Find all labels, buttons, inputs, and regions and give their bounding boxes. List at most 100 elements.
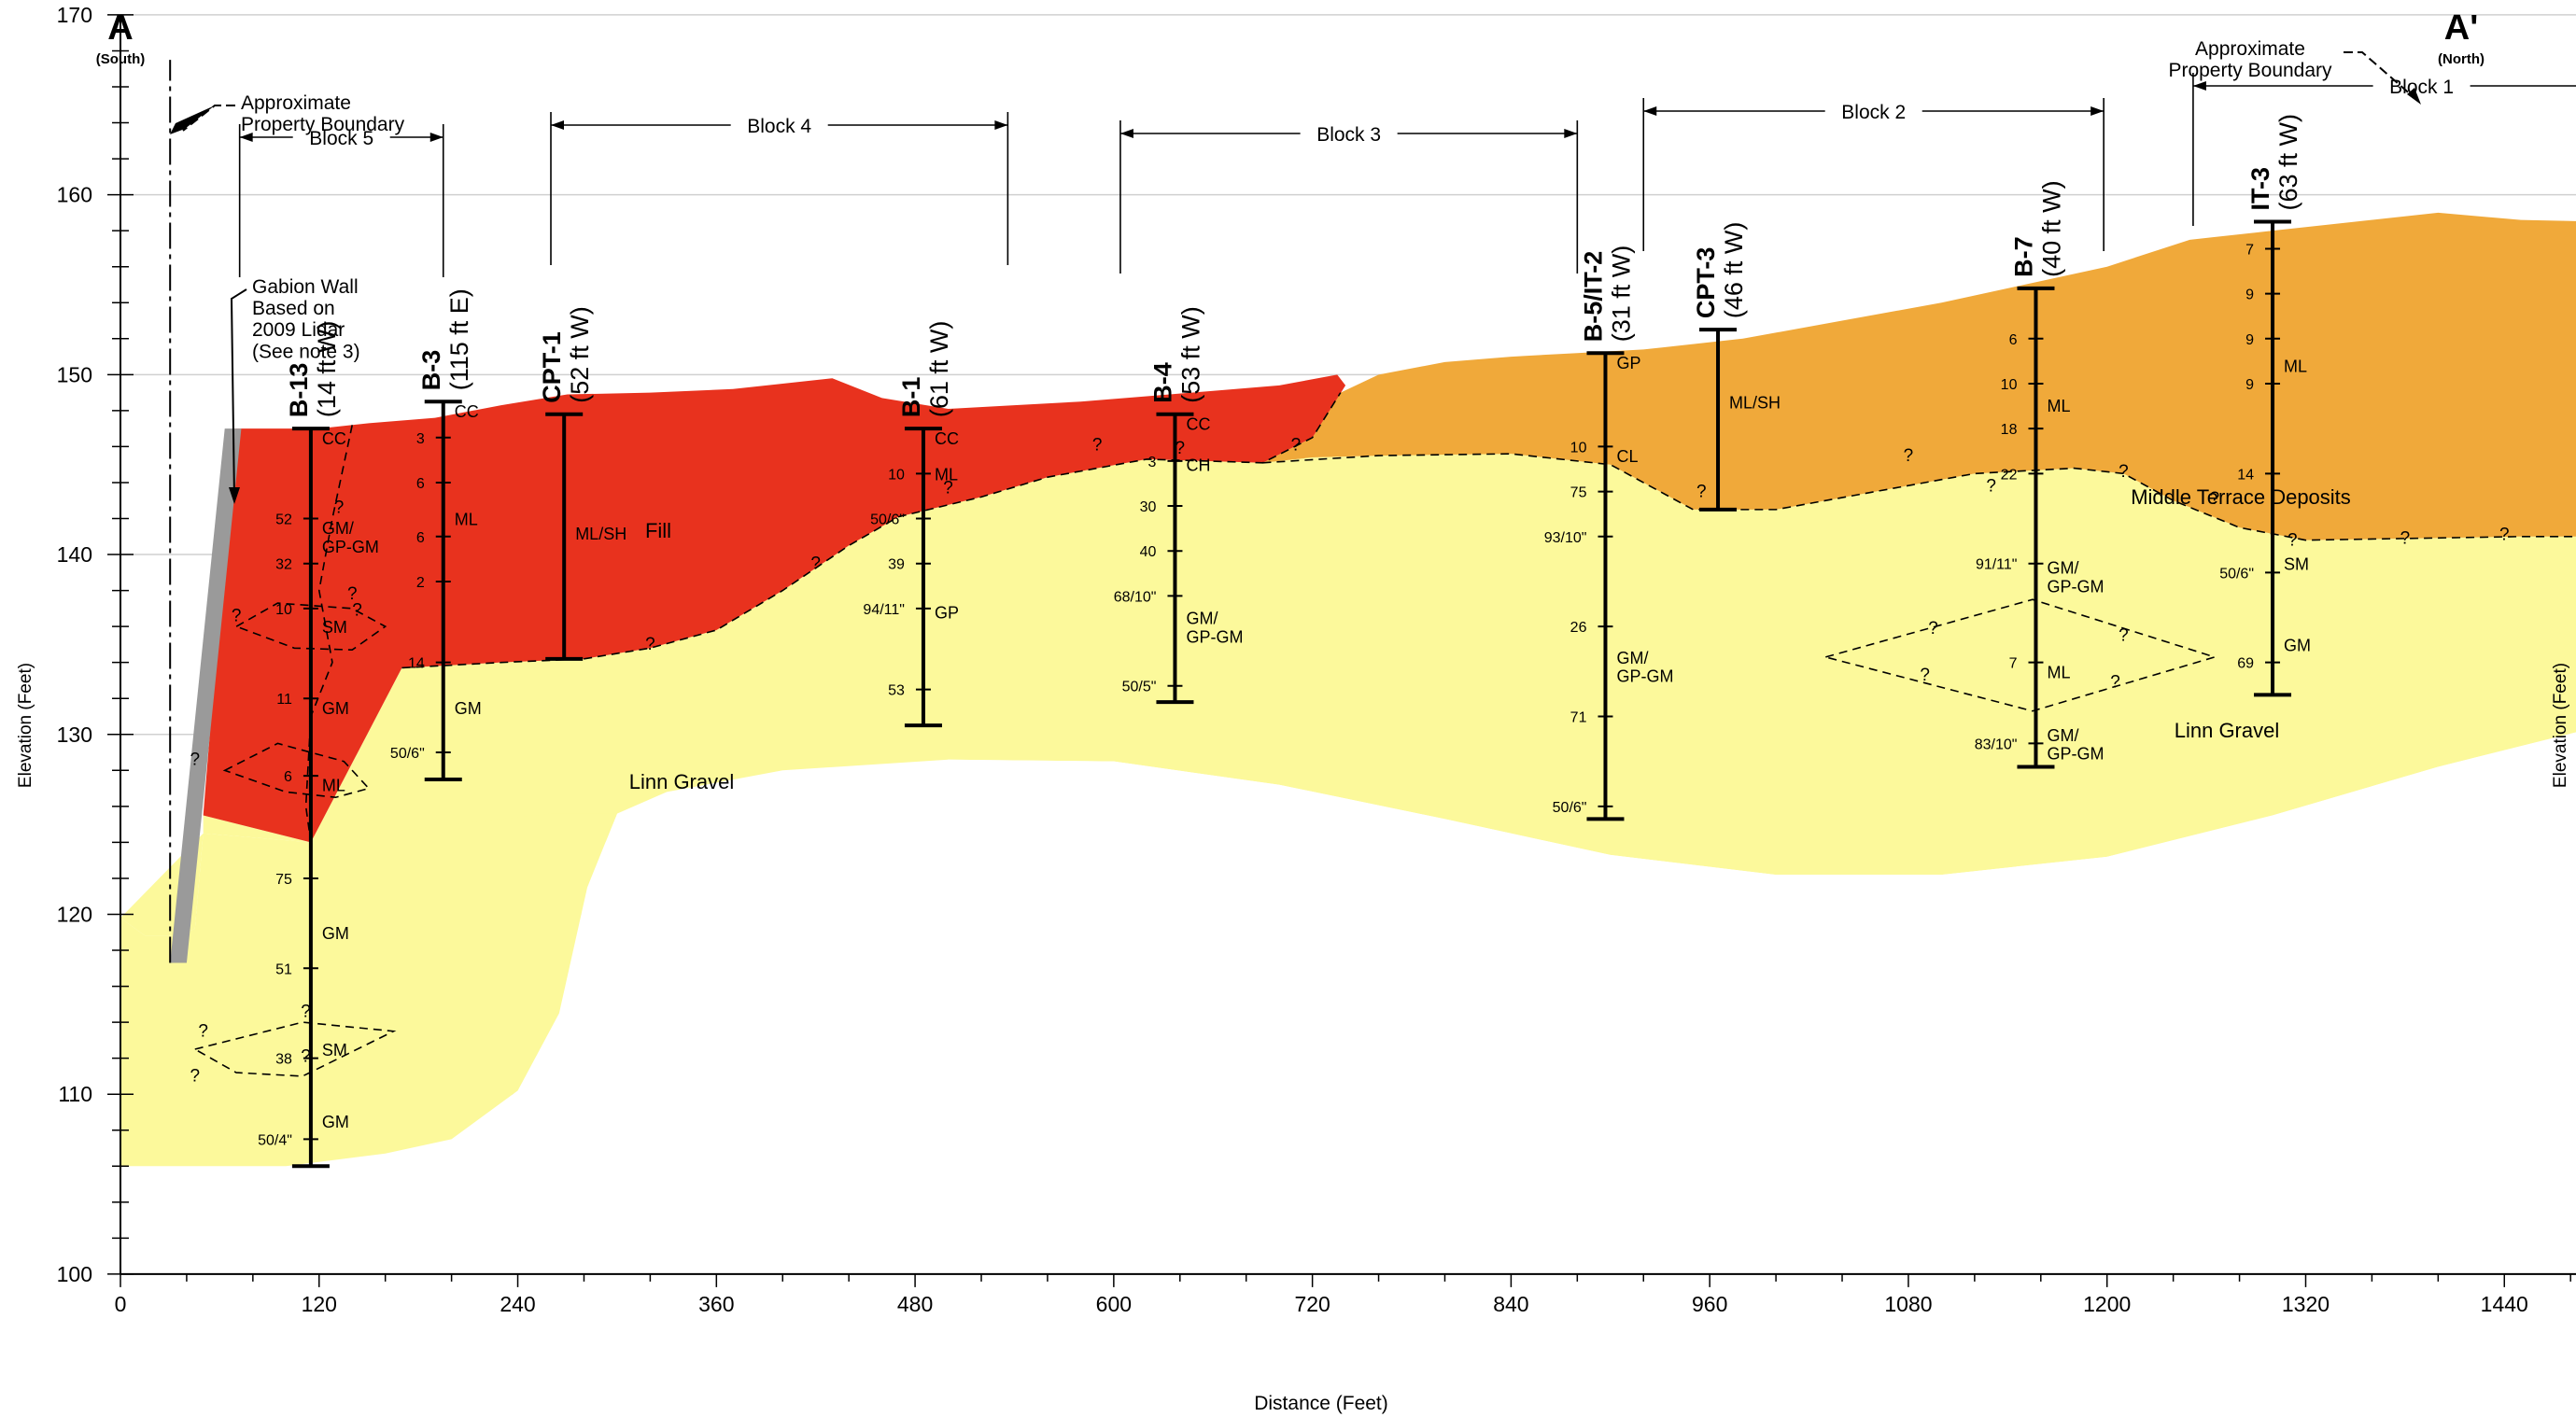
uncertain-mark: ? [232,606,242,625]
blow-count: 50/4" [258,1132,292,1148]
blow-count: 22 [2001,467,2018,483]
boring-offset: (46 ft W) [1720,222,1748,319]
x-tick-label: 0 [115,1292,127,1316]
blow-count: 10 [2001,377,2018,393]
middle-terrace-unit [1262,212,2576,540]
boring-cpt-3: CPT-3 (46 ft W) ML/SH [1692,222,1781,512]
uncertain-mark: ? [2287,530,2298,550]
fill-unit-label: Fill [645,519,671,542]
x-tick-label: 720 [1294,1292,1330,1316]
y-tick-label-left: 170 [57,3,92,27]
block-label: Block 2 [1841,102,1906,123]
soil-class-label: CC [322,429,346,448]
callouts: Approximate Property Boundary Approximate P… [170,38,2421,504]
boring-b-5-it-2: B-5/IT-2 (31 ft W) GP CL GM/GP-GM 10 75 93/10" 2… [1544,246,1673,821]
blow-count: 50/6" [870,512,905,528]
x-tick-label: 600 [1096,1292,1132,1316]
blow-count: 3 [1148,455,1157,470]
y-tick-label-left: 130 [57,723,92,747]
y-tick-label-left: 100 [57,1262,92,1286]
soil-class-label: CL [1616,447,1638,466]
uncertain-mark: ? [2110,673,2120,693]
blow-count: 94/11" [863,602,905,618]
uncertain-mark: ? [1175,439,1185,458]
gabion-wall-label: Gabion Wall Based on 2009 Lidar (See note 3… [252,276,360,362]
soil-class-label: ML [2047,397,2070,415]
blow-count: 6 [416,476,425,492]
blow-count: 10 [1570,440,1587,456]
blow-count: 9 [2245,332,2254,348]
blow-count: 9 [2245,377,2254,393]
uncertain-mark: ? [190,751,201,770]
uncertain-mark: ? [1696,482,1707,501]
soil-class-label: ML [2284,358,2307,376]
uncertain-mark: ? [1928,619,1938,638]
uncertain-mark: ? [301,1002,311,1021]
soil-class-label: GM [455,699,482,718]
boring-offset: (52 ft W) [566,306,594,403]
uncertain-mark: ? [2119,626,2129,646]
uncertain-mark: ? [645,635,655,654]
linn-gravel-base [120,813,617,1167]
soil-class-label: SM [2284,555,2309,574]
blow-count: 7 [2009,656,2018,672]
blow-count: 71 [1570,709,1587,725]
blow-count: 50/6" [2219,566,2254,582]
soil-class-label: GM [322,924,349,943]
block-label: Block 1 [2389,77,2454,98]
blow-count: 14 [408,656,425,672]
soil-class-label: SM [322,1041,347,1059]
blow-count: 51 [275,961,292,977]
blow-count: 93/10" [1544,530,1587,546]
y-tick-label-left: 160 [57,183,92,207]
contacts [195,393,2576,1076]
x-axis-label: Distance (Feet) [1254,1393,1388,1414]
boring-name: B-3 [417,350,445,391]
blow-count: 9 [2245,288,2254,303]
uncertain-mark: ? [190,1067,201,1087]
blow-count: 18 [2001,422,2018,438]
uncertain-mark: ? [2210,489,2220,509]
blow-count: 75 [275,872,292,888]
uncertain-mark: ? [2400,528,2411,548]
blow-count: 6 [416,530,425,546]
block-dimension: Block 4 [550,112,1009,265]
blow-count: 3 [416,431,425,447]
blow-count: 32 [275,557,292,573]
y-tick-label-left: 110 [58,1082,92,1106]
blow-count: 14 [2237,467,2254,483]
x-tick-label: 1440 [2481,1292,2528,1316]
boring-name: B-7 [2009,236,2037,277]
property-boundary-label-north: Approximate Property Boundary [2168,38,2332,81]
uncertain-mark: ? [347,584,358,604]
x-tick-label: 1320 [2282,1292,2330,1316]
blow-count: 50/6" [390,746,425,762]
soil-class-label: CC [1186,414,1210,433]
axes: 1001001101101201201301301401401501501601… [57,3,2576,1316]
x-tick-label: 360 [698,1292,734,1316]
section-end-marker: A' [2444,8,2478,48]
linn-gravel-label-north: Linn Gravel [2175,719,2280,742]
blow-count: 53 [888,683,905,699]
blow-count: 83/10" [1975,737,2018,752]
property-boundaries [170,15,2576,963]
block-dimensions: Block 5 Block 4 Block 3 Block 2 Block 1 [238,73,2576,277]
section-start-marker: A [107,8,133,48]
y-tick-label-left: 150 [57,362,92,386]
soil-class-label: CC [935,429,959,448]
boring-offset: (63 ft W) [2274,114,2302,211]
boring-offset: (31 ft W) [1607,246,1635,343]
uncertain-mark: ? [334,498,345,518]
blow-count: 26 [1570,620,1587,636]
soil-class-label: GM/GP-GM [2047,726,2104,764]
blow-count: 40 [1140,544,1157,560]
soil-class-label: ML [322,777,345,795]
linn-gravel-label-south: Linn Gravel [629,770,735,793]
linn-gravel-lower-boundary-white [269,732,2576,1167]
uncertain-mark: ? [810,554,821,573]
soil-class-label: CC [455,402,479,421]
block-dimension: Block 5 [238,124,444,277]
soil-class-label: GP [935,604,959,623]
soil-class-label: GM [322,1113,349,1131]
boring-offset: (14 ft W) [313,321,341,418]
